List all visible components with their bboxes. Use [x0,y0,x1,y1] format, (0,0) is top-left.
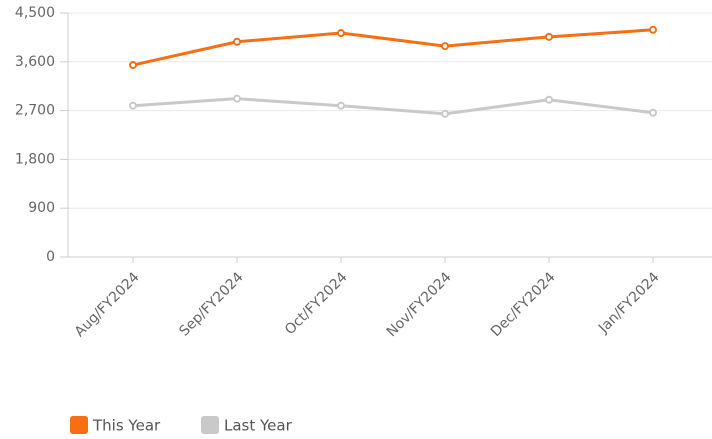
series-line [132,97,654,116]
point [441,42,449,51]
point [129,101,137,110]
point [545,95,553,104]
series-line [132,28,654,67]
y-tick-label: 2,700 [15,103,55,119]
x-tick-label: Jan/FY2024 [595,269,663,337]
point [129,61,137,70]
legend-swatch [70,416,88,434]
point [337,101,345,110]
point [233,94,241,103]
point [649,25,657,34]
legend-label: This Year [92,417,161,435]
point [441,109,449,118]
point [233,37,241,46]
y-tick-label: 900 [28,200,55,216]
point [649,108,657,117]
legend-swatch [201,416,219,434]
y-tick-label: 0 [46,249,55,265]
x-tick-label: Sep/FY2024 [176,269,246,339]
legend-label: Last Year [224,417,293,435]
x-tick-label: Nov/FY2024 [384,269,455,340]
x-tick-label: Oct/FY2024 [282,269,351,338]
y-tick-label: 4,500 [15,5,55,21]
y-tick-label: 1,800 [15,151,55,167]
point [337,29,345,38]
y-tick-label: 3,600 [15,54,55,70]
point [545,32,553,41]
x-tick-label: Dec/FY2024 [488,269,559,340]
x-tick-label: Aug/FY2024 [72,269,143,340]
